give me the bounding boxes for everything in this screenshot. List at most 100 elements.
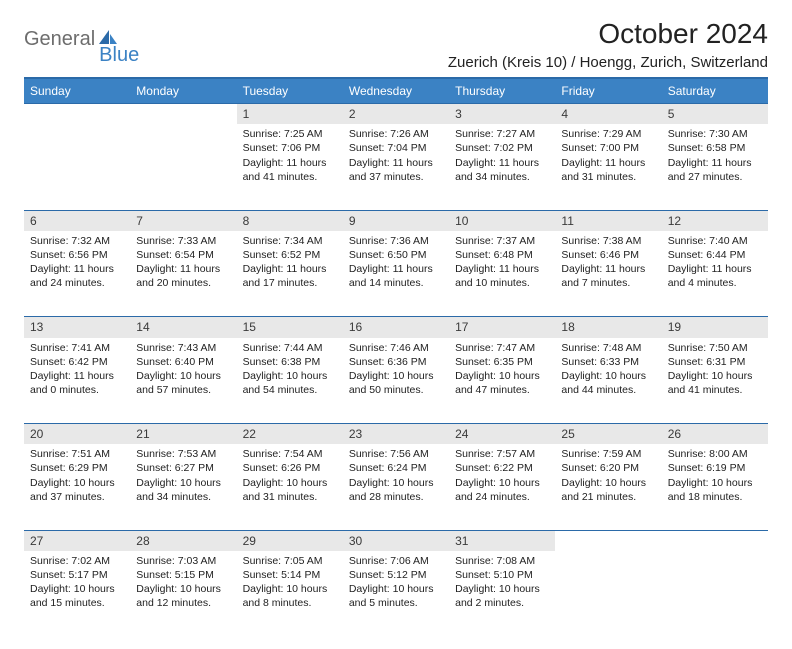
day-cell (24, 124, 130, 210)
day-number: 5 (662, 104, 768, 125)
sunrise-text: Sunrise: 7:59 AM (561, 447, 655, 461)
daylight-text: Daylight: 11 hours and 34 minutes. (455, 156, 549, 184)
sunset-text: Sunset: 7:00 PM (561, 141, 655, 155)
day-header: Saturday (662, 78, 768, 104)
day-cell: Sunrise: 7:54 AMSunset: 6:26 PMDaylight:… (237, 444, 343, 530)
day-cell: Sunrise: 7:05 AMSunset: 5:14 PMDaylight:… (237, 551, 343, 637)
day-cell: Sunrise: 7:40 AMSunset: 6:44 PMDaylight:… (662, 231, 768, 317)
day-number-row: 13141516171819 (24, 317, 768, 338)
day-number: 31 (449, 530, 555, 551)
day-content-row: Sunrise: 7:32 AMSunset: 6:56 PMDaylight:… (24, 231, 768, 317)
day-number (555, 530, 661, 551)
sunrise-text: Sunrise: 7:50 AM (668, 341, 762, 355)
day-content-row: Sunrise: 7:51 AMSunset: 6:29 PMDaylight:… (24, 444, 768, 530)
sunrise-text: Sunrise: 7:41 AM (30, 341, 124, 355)
day-number: 26 (662, 424, 768, 445)
day-number: 20 (24, 424, 130, 445)
day-header: Tuesday (237, 78, 343, 104)
title-block: October 2024 Zuerich (Kreis 10) / Hoengg… (448, 18, 768, 71)
sunset-text: Sunset: 7:04 PM (349, 141, 443, 155)
day-cell: Sunrise: 7:08 AMSunset: 5:10 PMDaylight:… (449, 551, 555, 637)
sunset-text: Sunset: 5:10 PM (455, 568, 549, 582)
sunset-text: Sunset: 6:54 PM (136, 248, 230, 262)
daylight-text: Daylight: 11 hours and 24 minutes. (30, 262, 124, 290)
day-cell: Sunrise: 7:26 AMSunset: 7:04 PMDaylight:… (343, 124, 449, 210)
daylight-text: Daylight: 10 hours and 44 minutes. (561, 369, 655, 397)
sunrise-text: Sunrise: 7:30 AM (668, 127, 762, 141)
calendar-header-row: SundayMondayTuesdayWednesdayThursdayFrid… (24, 78, 768, 104)
day-cell: Sunrise: 7:32 AMSunset: 6:56 PMDaylight:… (24, 231, 130, 317)
day-number: 29 (237, 530, 343, 551)
sunrise-text: Sunrise: 7:33 AM (136, 234, 230, 248)
sunrise-text: Sunrise: 7:02 AM (30, 554, 124, 568)
day-cell: Sunrise: 7:06 AMSunset: 5:12 PMDaylight:… (343, 551, 449, 637)
day-cell: Sunrise: 7:27 AMSunset: 7:02 PMDaylight:… (449, 124, 555, 210)
sunset-text: Sunset: 6:35 PM (455, 355, 549, 369)
day-cell: Sunrise: 7:34 AMSunset: 6:52 PMDaylight:… (237, 231, 343, 317)
calendar-body: 12345Sunrise: 7:25 AMSunset: 7:06 PMDayl… (24, 104, 768, 637)
day-number: 23 (343, 424, 449, 445)
day-cell (555, 551, 661, 637)
sunset-text: Sunset: 6:46 PM (561, 248, 655, 262)
sunrise-text: Sunrise: 7:29 AM (561, 127, 655, 141)
day-number: 28 (130, 530, 236, 551)
day-number (662, 530, 768, 551)
brand-logo: General Blue (24, 18, 161, 51)
day-number: 13 (24, 317, 130, 338)
sunset-text: Sunset: 6:20 PM (561, 461, 655, 475)
day-cell: Sunrise: 7:33 AMSunset: 6:54 PMDaylight:… (130, 231, 236, 317)
sunrise-text: Sunrise: 7:32 AM (30, 234, 124, 248)
calendar-table: SundayMondayTuesdayWednesdayThursdayFrid… (24, 77, 768, 637)
daylight-text: Daylight: 10 hours and 21 minutes. (561, 476, 655, 504)
sunset-text: Sunset: 6:52 PM (243, 248, 337, 262)
day-cell: Sunrise: 7:37 AMSunset: 6:48 PMDaylight:… (449, 231, 555, 317)
day-number-row: 2728293031 (24, 530, 768, 551)
sunrise-text: Sunrise: 7:47 AM (455, 341, 549, 355)
day-number: 16 (343, 317, 449, 338)
day-number: 21 (130, 424, 236, 445)
day-number: 3 (449, 104, 555, 125)
daylight-text: Daylight: 11 hours and 37 minutes. (349, 156, 443, 184)
sunset-text: Sunset: 6:31 PM (668, 355, 762, 369)
day-cell: Sunrise: 8:00 AMSunset: 6:19 PMDaylight:… (662, 444, 768, 530)
sunrise-text: Sunrise: 7:56 AM (349, 447, 443, 461)
day-cell: Sunrise: 7:51 AMSunset: 6:29 PMDaylight:… (24, 444, 130, 530)
sunset-text: Sunset: 6:26 PM (243, 461, 337, 475)
logo-text-general: General (24, 28, 95, 51)
day-number-row: 12345 (24, 104, 768, 125)
sunset-text: Sunset: 6:58 PM (668, 141, 762, 155)
day-number: 9 (343, 210, 449, 231)
sunset-text: Sunset: 6:56 PM (30, 248, 124, 262)
sunset-text: Sunset: 7:02 PM (455, 141, 549, 155)
sunrise-text: Sunrise: 7:03 AM (136, 554, 230, 568)
day-cell: Sunrise: 7:48 AMSunset: 6:33 PMDaylight:… (555, 338, 661, 424)
sunrise-text: Sunrise: 7:44 AM (243, 341, 337, 355)
day-cell (662, 551, 768, 637)
sunrise-text: Sunrise: 7:06 AM (349, 554, 443, 568)
daylight-text: Daylight: 11 hours and 17 minutes. (243, 262, 337, 290)
day-number: 12 (662, 210, 768, 231)
daylight-text: Daylight: 10 hours and 31 minutes. (243, 476, 337, 504)
sunset-text: Sunset: 7:06 PM (243, 141, 337, 155)
day-number: 17 (449, 317, 555, 338)
day-cell: Sunrise: 7:36 AMSunset: 6:50 PMDaylight:… (343, 231, 449, 317)
daylight-text: Daylight: 11 hours and 10 minutes. (455, 262, 549, 290)
day-cell: Sunrise: 7:25 AMSunset: 7:06 PMDaylight:… (237, 124, 343, 210)
daylight-text: Daylight: 10 hours and 12 minutes. (136, 582, 230, 610)
day-number: 11 (555, 210, 661, 231)
sunrise-text: Sunrise: 7:36 AM (349, 234, 443, 248)
day-number: 7 (130, 210, 236, 231)
sunset-text: Sunset: 5:17 PM (30, 568, 124, 582)
day-cell: Sunrise: 7:29 AMSunset: 7:00 PMDaylight:… (555, 124, 661, 210)
day-header: Friday (555, 78, 661, 104)
calendar-page: General Blue October 2024 Zuerich (Kreis… (0, 0, 792, 649)
daylight-text: Daylight: 10 hours and 34 minutes. (136, 476, 230, 504)
sunrise-text: Sunrise: 7:05 AM (243, 554, 337, 568)
daylight-text: Daylight: 11 hours and 41 minutes. (243, 156, 337, 184)
day-number: 1 (237, 104, 343, 125)
daylight-text: Daylight: 10 hours and 37 minutes. (30, 476, 124, 504)
day-number: 27 (24, 530, 130, 551)
day-number-row: 6789101112 (24, 210, 768, 231)
daylight-text: Daylight: 10 hours and 2 minutes. (455, 582, 549, 610)
daylight-text: Daylight: 10 hours and 50 minutes. (349, 369, 443, 397)
